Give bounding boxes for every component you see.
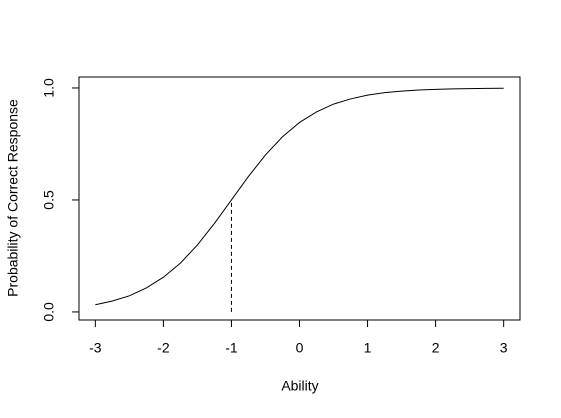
- x-tick-label: -2: [157, 340, 170, 356]
- x-axis-label: Ability: [281, 378, 318, 394]
- x-tick-label: 1: [364, 340, 372, 356]
- x-tick-label: -3: [89, 340, 102, 356]
- y-tick-label: 0.0: [41, 302, 57, 322]
- x-tick-label: 0: [296, 340, 304, 356]
- curve: [95, 87, 504, 306]
- y-tick-label: 1.0: [41, 78, 57, 98]
- y-axis-label: Probability of Correct Response: [5, 99, 21, 297]
- y-tick-label: 0.5: [41, 190, 57, 210]
- x-tick-label: 2: [432, 340, 440, 356]
- plot-box: [78, 76, 521, 321]
- x-tick-label: -1: [225, 340, 238, 356]
- x-tick-label: 3: [500, 340, 508, 356]
